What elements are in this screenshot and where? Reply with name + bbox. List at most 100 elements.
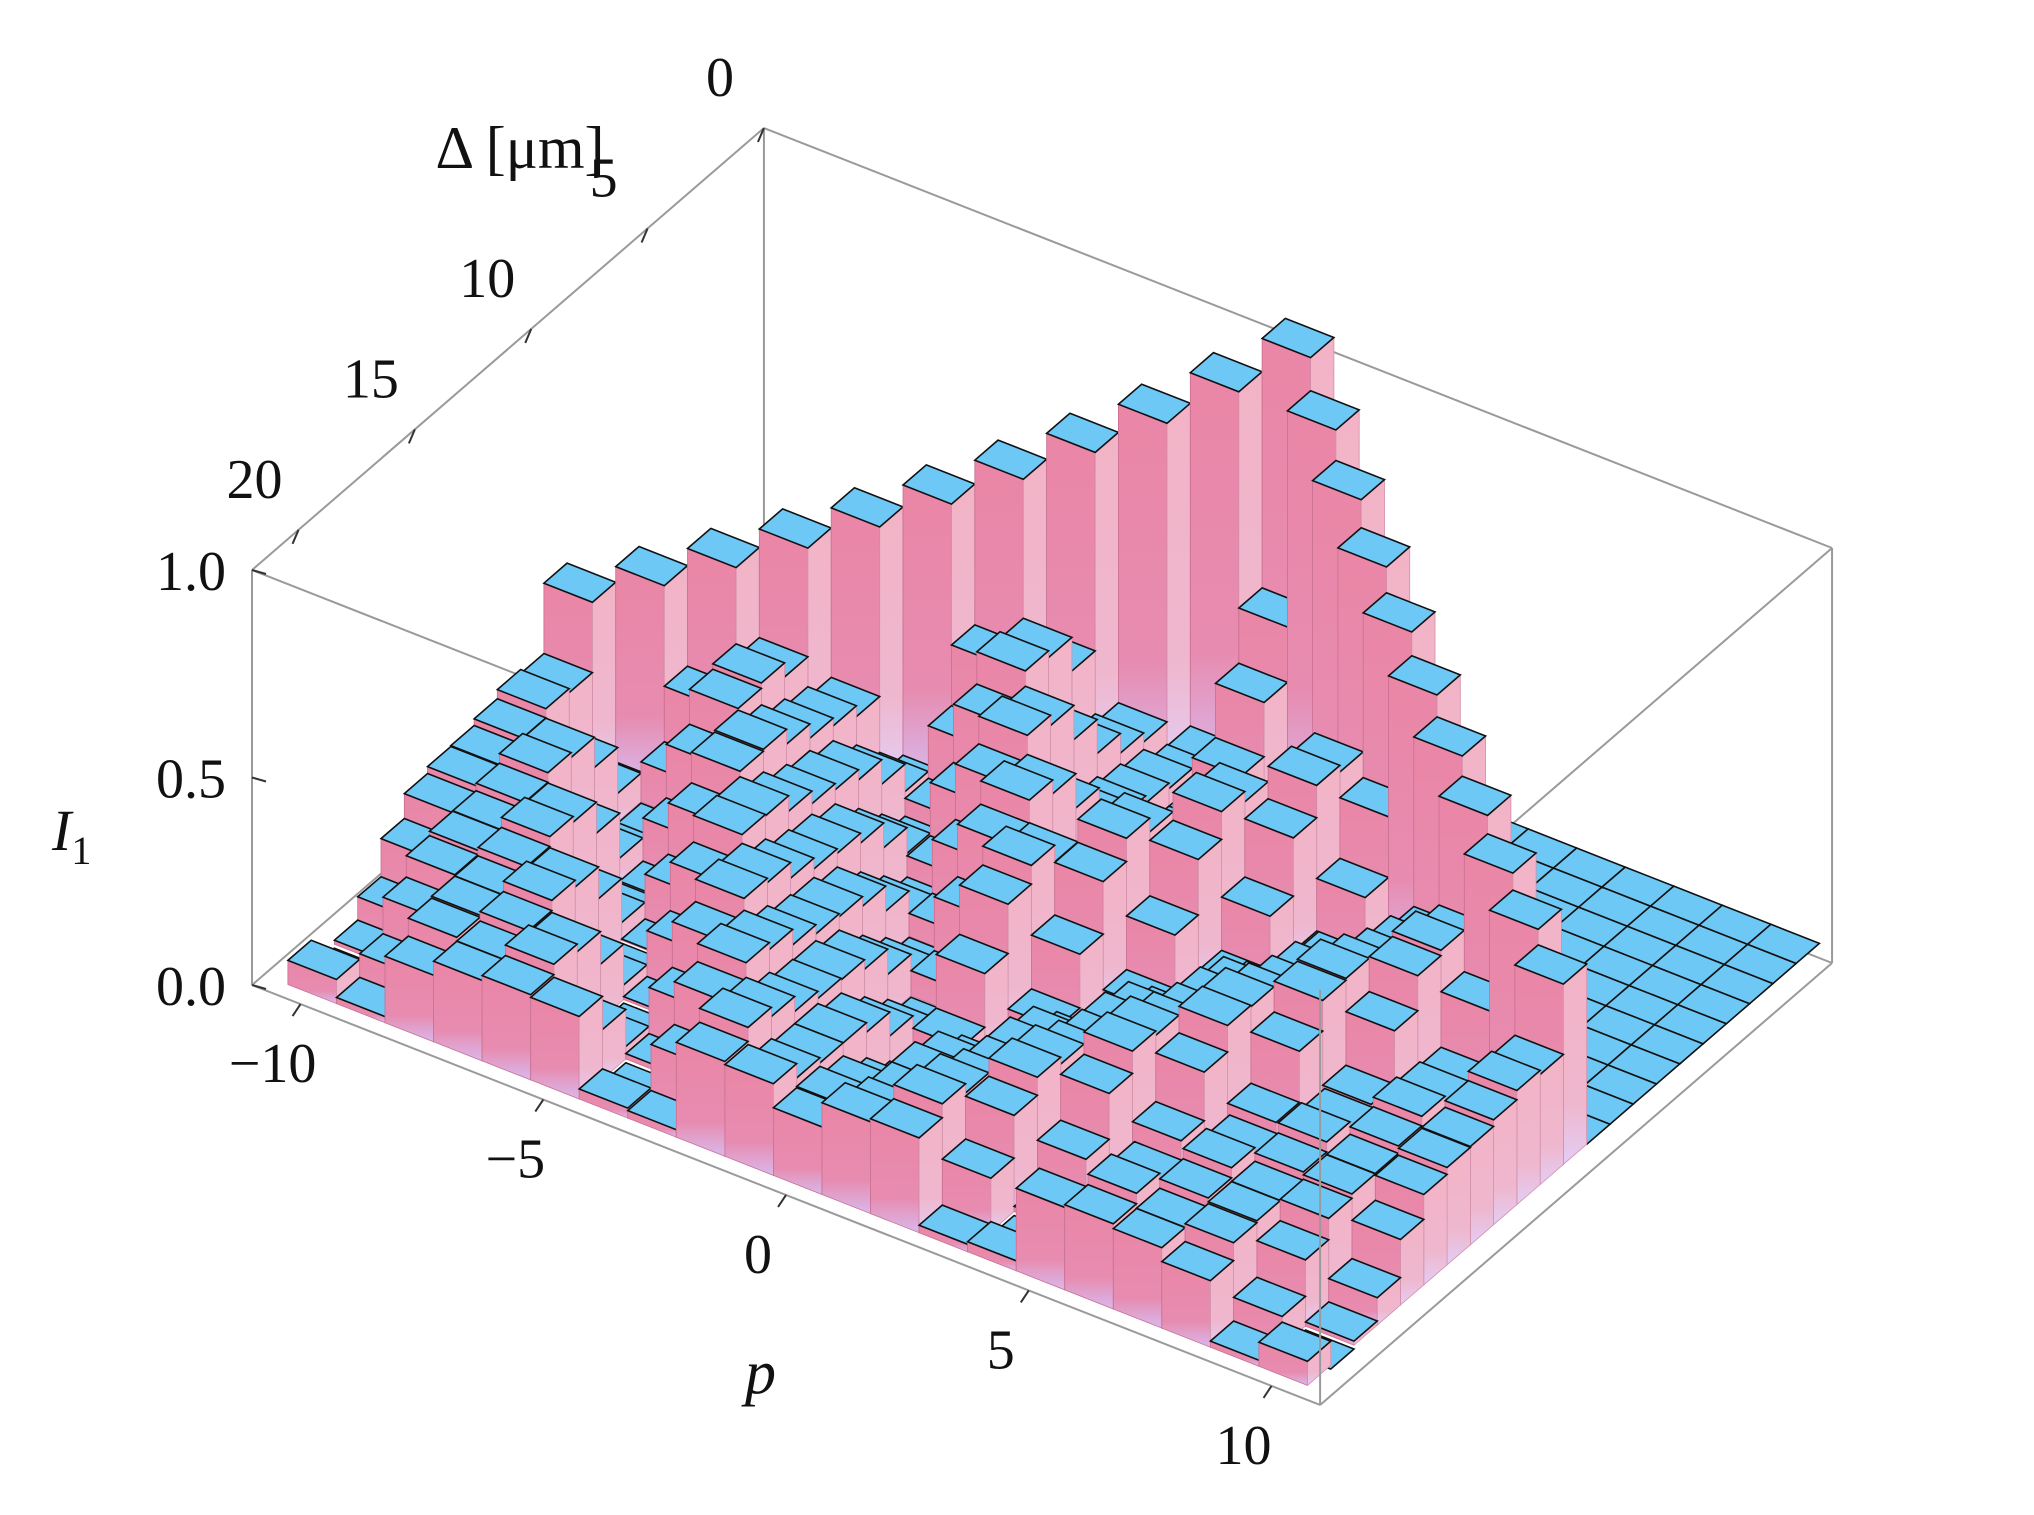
y-tick xyxy=(524,328,533,344)
bar-top xyxy=(1181,1127,1257,1169)
x-tick-label: 5 xyxy=(987,1319,1015,1381)
bar-top xyxy=(480,954,556,996)
bar-top xyxy=(1253,1131,1329,1173)
x-tick xyxy=(534,1098,545,1113)
bar-top xyxy=(964,1075,1039,1117)
bar-face-side xyxy=(1539,1053,1564,1186)
bar-top xyxy=(674,1021,750,1063)
bar-top xyxy=(1260,317,1336,359)
bar-top xyxy=(501,860,577,902)
bar-top xyxy=(698,987,773,1029)
bar-top xyxy=(977,695,1053,737)
bar-top xyxy=(1158,1157,1234,1199)
bar-top xyxy=(723,1043,799,1085)
box-edge-bottom-right xyxy=(1319,962,1833,1406)
x-tick-label: −10 xyxy=(229,1033,317,1095)
bar-top xyxy=(406,897,482,939)
bar-top xyxy=(1311,459,1387,501)
bar-top xyxy=(1249,1011,1325,1053)
bar xyxy=(1045,412,1120,777)
bar-top xyxy=(1183,1202,1259,1244)
bar-top xyxy=(614,545,690,587)
bar-top xyxy=(1285,389,1361,431)
y-axis-title: Δ [μm] xyxy=(435,115,604,181)
bar-top xyxy=(687,668,763,710)
bar-top xyxy=(1373,1154,1449,1196)
bar-top xyxy=(892,1063,968,1105)
bar-top xyxy=(1213,662,1289,704)
bar-top xyxy=(689,731,765,773)
bar-top xyxy=(979,759,1055,802)
z-tick xyxy=(251,984,267,990)
bar-top xyxy=(1045,412,1120,454)
bar-top xyxy=(1220,876,1295,918)
bar-top xyxy=(696,922,771,964)
bar-top xyxy=(1295,938,1371,980)
bar-top xyxy=(1116,383,1192,425)
bar-top xyxy=(1420,1106,1496,1148)
z-tick xyxy=(251,569,267,575)
bar-top xyxy=(685,527,761,569)
bar-top xyxy=(286,939,362,981)
bar xyxy=(868,1097,944,1234)
bar-top xyxy=(1437,775,1513,817)
bar-top xyxy=(958,864,1033,906)
bar-top xyxy=(1059,1053,1135,1095)
x-tick xyxy=(777,1194,787,1208)
bar-top xyxy=(691,794,767,836)
bar-top xyxy=(1278,1178,1354,1220)
bar-top xyxy=(1272,960,1348,1002)
x-tick xyxy=(1019,1289,1030,1303)
bar-top xyxy=(1171,771,1247,813)
bar-top xyxy=(1111,1207,1187,1249)
z-tick-label: 0.0 xyxy=(156,956,226,1018)
bar-top xyxy=(529,976,605,1018)
bar-top xyxy=(1177,985,1253,1027)
bar-top xyxy=(1327,1257,1403,1299)
bar-top xyxy=(1462,832,1538,875)
bar-top xyxy=(1276,1101,1352,1143)
bar-top xyxy=(1396,1127,1472,1169)
bar-top xyxy=(1255,1219,1331,1261)
y-tick-label: 15 xyxy=(343,348,399,410)
x-tick xyxy=(1262,1385,1273,1399)
bar-top xyxy=(1130,1100,1206,1142)
x-tick-label: 0 xyxy=(744,1224,772,1286)
bar-top xyxy=(1303,1300,1379,1343)
bar-top xyxy=(901,463,977,506)
y-tick-label: 0 xyxy=(706,47,734,109)
x-axis-title: p xyxy=(741,1339,776,1407)
bar-top xyxy=(1206,1180,1282,1222)
bar-top xyxy=(1336,526,1412,568)
bar-top xyxy=(1466,1050,1542,1092)
bar-top xyxy=(757,507,833,550)
bar-face-side xyxy=(1563,963,1588,1166)
bar-top xyxy=(503,924,579,966)
bar-top xyxy=(1160,1240,1236,1282)
bar-top xyxy=(1232,1276,1308,1318)
bar-top xyxy=(1124,894,1200,937)
bar-top xyxy=(404,834,480,876)
y-tick xyxy=(757,127,765,143)
bar-top xyxy=(1086,1153,1162,1195)
bar-face-side xyxy=(1493,1098,1518,1226)
bar-top xyxy=(1344,990,1420,1032)
y-tick xyxy=(640,228,649,243)
bar-top xyxy=(694,858,769,900)
bar-face-side xyxy=(879,506,904,780)
bars-group xyxy=(286,317,1821,1387)
x-tick xyxy=(291,1003,302,1017)
bar-top xyxy=(1301,1153,1377,1195)
tick-marks: 0.0 0.5 1.0 −10 −5 0 5 10 0 5 10 15 20 xyxy=(156,47,1273,1477)
z-tick xyxy=(251,776,267,783)
bar xyxy=(1303,1300,1379,1347)
z-axis-title: I1 xyxy=(51,798,91,873)
bar-top xyxy=(1361,591,1437,633)
bar-top xyxy=(1257,1321,1333,1363)
bar-top xyxy=(973,439,1049,481)
bar-face-side xyxy=(1516,1069,1541,1206)
y-tick-label: 5 xyxy=(590,147,618,209)
z-tick-label: 0.5 xyxy=(156,749,226,811)
bar-top xyxy=(868,1097,944,1139)
